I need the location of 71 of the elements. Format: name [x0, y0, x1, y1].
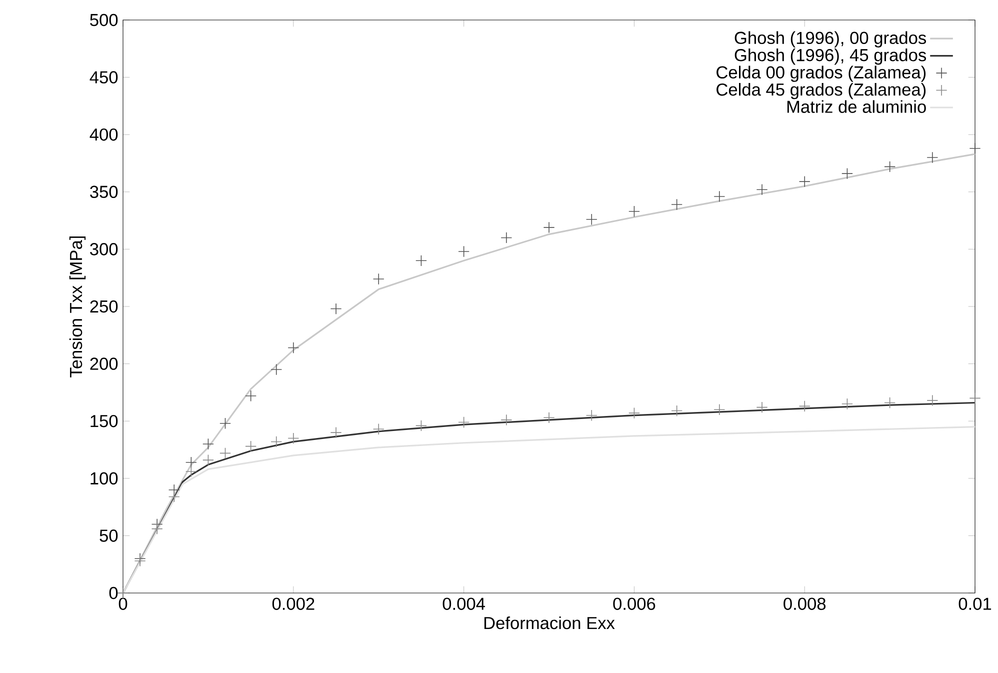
legend-label: Ghosh (1996), 00 grados: [734, 31, 926, 48]
legend-label: Matriz de aluminio: [787, 100, 926, 113]
point: [185, 456, 197, 468]
point: [543, 222, 555, 234]
point: [134, 555, 146, 567]
point: [884, 160, 896, 172]
point: [202, 454, 214, 466]
point: [756, 184, 768, 196]
x-tick-label: 0: [118, 598, 128, 610]
point: [245, 440, 257, 452]
point: [969, 392, 981, 404]
point: [288, 342, 300, 354]
point: [841, 398, 853, 410]
point: [926, 394, 938, 406]
point: [671, 198, 683, 210]
point: [270, 436, 282, 448]
point: [586, 214, 598, 226]
point: [372, 273, 384, 285]
x-tick-label: 0.006: [613, 598, 656, 610]
point: [185, 466, 197, 478]
point: [415, 254, 427, 266]
point: [798, 400, 810, 412]
y-tick-label: 150: [90, 414, 118, 428]
x-axis-title: Deformacion Exx: [484, 616, 615, 630]
point: [586, 410, 598, 422]
y-tick-label: 500: [90, 14, 118, 26]
point: [330, 303, 342, 315]
point: [714, 404, 726, 416]
legend-label: Celda 00 grados (Zalamea): [716, 66, 926, 82]
point: [500, 232, 512, 244]
point: [458, 416, 470, 428]
y-tick-label: 250: [90, 300, 118, 313]
point: [926, 152, 938, 164]
point: [543, 412, 555, 424]
x-tick-label: 0.002: [272, 598, 314, 610]
point: [220, 447, 231, 459]
point: [415, 420, 427, 432]
y-tick-label: 200: [90, 358, 118, 370]
point: [884, 397, 896, 408]
y-axis-title: Tension Txx [MPa]: [69, 236, 86, 378]
point: [969, 142, 981, 154]
point: [220, 418, 231, 430]
y-tick-label: 50: [100, 530, 118, 542]
point: [756, 402, 768, 414]
point: [288, 432, 300, 444]
y-tick-label: 400: [90, 128, 118, 141]
point: [245, 390, 257, 402]
point: [714, 190, 726, 202]
y-tick-label: 450: [90, 71, 118, 84]
point: [270, 364, 282, 376]
point: [168, 490, 180, 502]
point: [151, 523, 163, 535]
y-tick-label: 100: [90, 472, 118, 485]
point: [841, 168, 853, 180]
point: [458, 246, 470, 258]
x-tick-label: 0.004: [442, 598, 485, 610]
point: [330, 426, 342, 438]
legend-label: Ghosh (1996), 45 grados: [734, 48, 926, 65]
y-tick-label: 300: [90, 243, 118, 256]
point: [500, 414, 512, 426]
x-tick-label: 0.008: [784, 598, 826, 610]
point: [628, 206, 640, 218]
point: [671, 405, 683, 417]
point: [372, 423, 384, 435]
x-tick-label: 0.01: [958, 598, 992, 610]
point: [628, 407, 640, 419]
y-tick-label: 0: [109, 586, 118, 600]
y-tick-label: 350: [90, 186, 118, 198]
point: [798, 176, 810, 188]
point: [202, 438, 214, 450]
legend-label: Celda 45 grados (Zalamea): [716, 82, 926, 100]
